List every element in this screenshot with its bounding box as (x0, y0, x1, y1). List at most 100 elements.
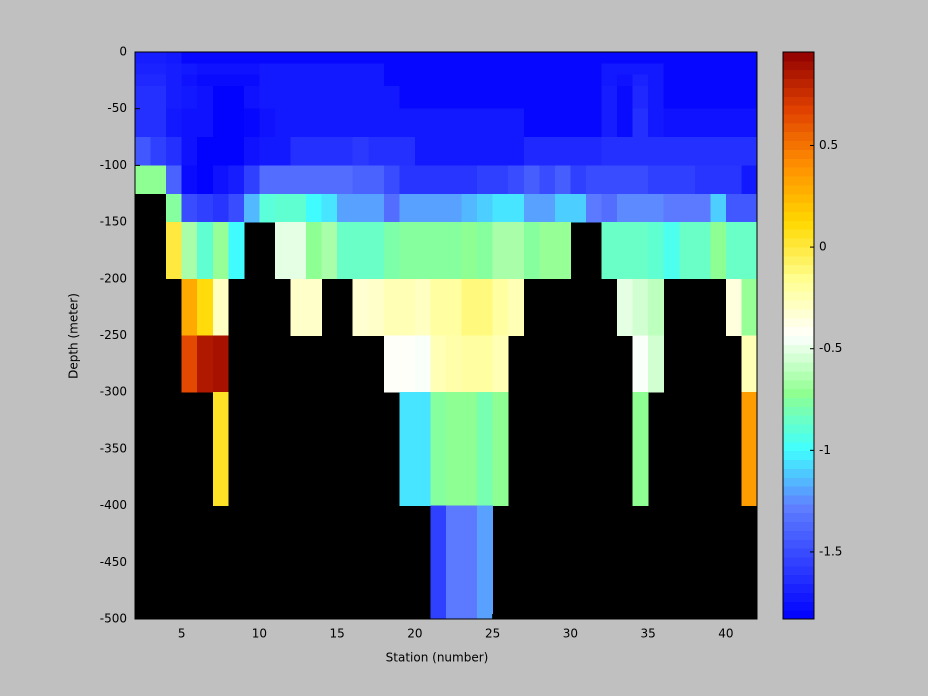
heatmap-cell (368, 86, 385, 110)
heatmap-cell (259, 108, 276, 138)
heatmap-cell (710, 74, 727, 87)
heatmap-cell (679, 222, 696, 280)
heatmap-cell (135, 63, 151, 76)
heatmap-cell (710, 108, 727, 138)
heatmap-cell (539, 193, 556, 223)
heatmap-cell (710, 63, 727, 76)
heatmap-cell (414, 137, 431, 166)
heatmap-cell (446, 137, 462, 166)
heatmap-cell (197, 86, 214, 110)
heatmap-cell (632, 193, 649, 223)
heatmap-cell (352, 165, 369, 195)
heatmap-cell (430, 392, 447, 506)
heatmap-cell (539, 52, 556, 64)
heatmap-cell (337, 52, 354, 64)
y-axis-label: Depth (meter) (67, 293, 81, 379)
heatmap-cell (461, 335, 478, 393)
y-tick-label: -50 (107, 101, 127, 115)
heatmap-cell (337, 63, 354, 76)
heatmap-cell (632, 74, 649, 87)
heatmap-cell (694, 193, 711, 223)
heatmap-cell (461, 52, 478, 64)
heatmap-cell (679, 108, 696, 138)
heatmap-cell (166, 108, 183, 138)
colorbar-swatch (783, 441, 814, 452)
heatmap-cell (554, 108, 571, 138)
heatmap-cell (492, 108, 509, 138)
heatmap-cell (508, 278, 525, 336)
heatmap-cell (570, 165, 587, 195)
colorbar-swatch (783, 69, 814, 80)
heatmap-cell (601, 165, 618, 195)
heatmap-cell (166, 74, 183, 87)
heatmap-cell (150, 63, 167, 76)
heatmap-cell (399, 86, 416, 110)
heatmap-cell (477, 392, 494, 506)
colorbar-swatch (783, 52, 814, 62)
heatmap-cell (570, 108, 587, 138)
heatmap-cell (725, 193, 742, 223)
heatmap-cell (290, 108, 307, 138)
heatmap-cell (585, 86, 602, 110)
x-tick-label: 15 (330, 627, 345, 641)
heatmap-cell (694, 63, 711, 76)
heatmap-cell (554, 74, 571, 87)
colorbar-swatch (783, 114, 814, 124)
y-tick-label: -150 (100, 215, 127, 229)
colorbar-swatch (783, 565, 814, 576)
heatmap-cell (368, 222, 385, 280)
colorbar-swatch (783, 122, 814, 133)
heatmap-cell (461, 137, 478, 166)
heatmap-cell (679, 165, 696, 195)
heatmap-cell (181, 137, 198, 166)
heatmap-cell (741, 335, 758, 393)
heatmap-cell (321, 165, 338, 195)
colorbar-swatch (783, 512, 814, 523)
heatmap-cell (321, 74, 338, 87)
colorbar-swatch (783, 486, 814, 496)
heatmap-cell (306, 222, 322, 280)
heatmap-cell (166, 222, 183, 280)
heatmap-cell (383, 63, 400, 76)
heatmap-cell (694, 222, 711, 280)
heatmap-cell (477, 165, 494, 195)
heatmap-cell (446, 165, 462, 195)
heatmap-cell (523, 222, 540, 280)
heatmap-cell (694, 137, 711, 166)
heatmap-cell (181, 108, 198, 138)
colorbar-swatch (783, 503, 814, 514)
heatmap-cell (368, 52, 385, 64)
heatmap-cell (259, 52, 276, 64)
heatmap-cell (259, 86, 276, 110)
colorbar-swatch (783, 530, 814, 540)
heatmap-cell (197, 108, 214, 138)
heatmap-cell (492, 278, 509, 336)
heatmap-cell (663, 108, 680, 138)
heatmap-cell (228, 86, 245, 110)
heatmap-cell (492, 222, 509, 280)
heatmap-cell (430, 335, 447, 393)
heatmap-cell (166, 63, 183, 76)
heatmap-cell (166, 52, 183, 64)
heatmap-cell (617, 165, 633, 195)
heatmap-cell (228, 74, 245, 87)
heatmap-cell (306, 108, 322, 138)
heatmap-cell (274, 193, 291, 223)
heatmap-cell (399, 165, 416, 195)
heatmap-cell (477, 222, 494, 280)
y-tick-label: 0 (119, 45, 127, 59)
heatmap-cell (150, 137, 167, 166)
colorbar-tick-label: -1.5 (819, 544, 842, 558)
heatmap-cell (166, 137, 183, 166)
colorbar-swatch (783, 521, 814, 531)
heatmap-cell (741, 392, 758, 506)
heatmap-cell (430, 108, 447, 138)
heatmap-cell (212, 86, 229, 110)
heatmap-cell (306, 193, 322, 223)
heatmap-cell (710, 52, 727, 64)
heatmap-cell (663, 86, 680, 110)
heatmap-cell (617, 108, 633, 138)
heatmap-cell (694, 165, 711, 195)
heatmap-cell (274, 165, 291, 195)
x-tick-label: 25 (485, 627, 500, 641)
